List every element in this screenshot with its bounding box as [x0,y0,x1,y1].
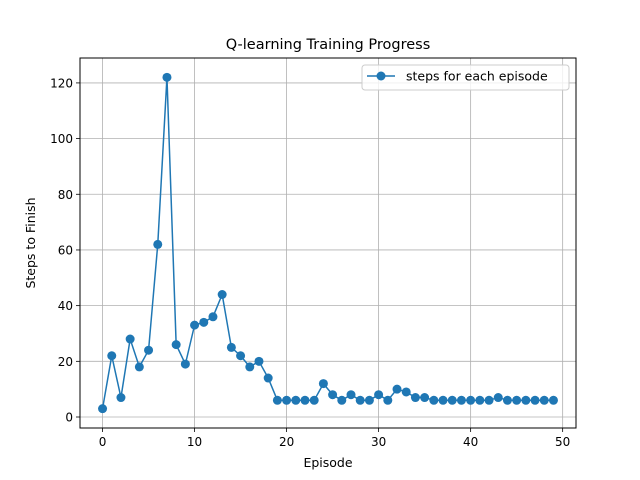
y-tick-label: 20 [58,355,73,369]
legend-box [361,64,570,91]
data-point [171,340,181,350]
data-point [282,395,292,405]
data-point [162,72,172,82]
data-point [153,239,163,249]
data-point [438,395,448,405]
data-point [144,345,154,355]
y-axis-label: Steps to Finish [23,197,38,288]
data-point [410,393,420,403]
data-point [190,320,200,330]
plot-frame [79,57,577,429]
data-point [217,290,227,299]
data-point [475,395,485,405]
y-tick-label: 0 [65,411,73,425]
y-tick-label: 120 [50,76,73,90]
y-tick-label: 100 [50,132,73,146]
chart-title: Q-learning Training Progress [226,37,431,53]
data-point [548,395,558,405]
data-point [512,395,522,405]
data-point [493,393,503,403]
data-point [199,317,209,327]
data-point [456,395,466,405]
data-point [328,390,338,400]
data-point [521,395,531,405]
y-tick-label: 60 [58,243,73,257]
y-tick-label: 80 [58,188,73,202]
data-point [539,395,549,405]
data-point [134,362,144,372]
data-point [226,342,236,352]
data-point [337,395,347,405]
data-point [180,359,190,369]
data-point [383,395,393,405]
legend-label: steps for each episode [406,69,548,84]
x-tick-label: 40 [463,435,478,449]
data-point [355,395,365,405]
data-point [429,395,439,405]
x-tick-label: 10 [187,435,202,449]
x-axis-label: Episode [303,455,352,470]
data-point [392,384,402,394]
x-tick-label: 20 [279,435,294,449]
data-point [401,387,411,397]
grid [80,58,576,428]
y-tick-label: 40 [58,299,73,313]
data-point [374,390,384,400]
data-point [502,395,512,405]
legend-marker-swatch [376,71,386,81]
data-point [208,312,218,322]
data-point [309,395,319,405]
data-point [346,390,356,400]
x-tick-label: 0 [99,435,107,449]
series-layer [98,72,558,414]
data-point [466,395,476,405]
x-tick-label: 30 [371,435,386,449]
data-point [447,395,457,405]
data-point [98,404,108,414]
data-point [263,373,273,383]
data-point [125,334,135,344]
data-point [291,395,301,405]
data-point [254,356,264,366]
data-point [245,362,255,372]
x-tick-label: 50 [555,435,570,449]
data-point [530,395,540,405]
data-point [236,351,246,361]
data-point [272,395,282,405]
data-point [484,395,494,405]
data-point [318,379,328,389]
data-point [107,351,117,361]
data-point [116,393,126,403]
legend: steps for each episode [361,64,570,91]
data-point [364,395,374,405]
data-point [300,395,310,405]
data-point [420,393,430,403]
ticks: 0 10 20 30 40 50 0 20 40 60 80 100 120 [50,76,570,449]
